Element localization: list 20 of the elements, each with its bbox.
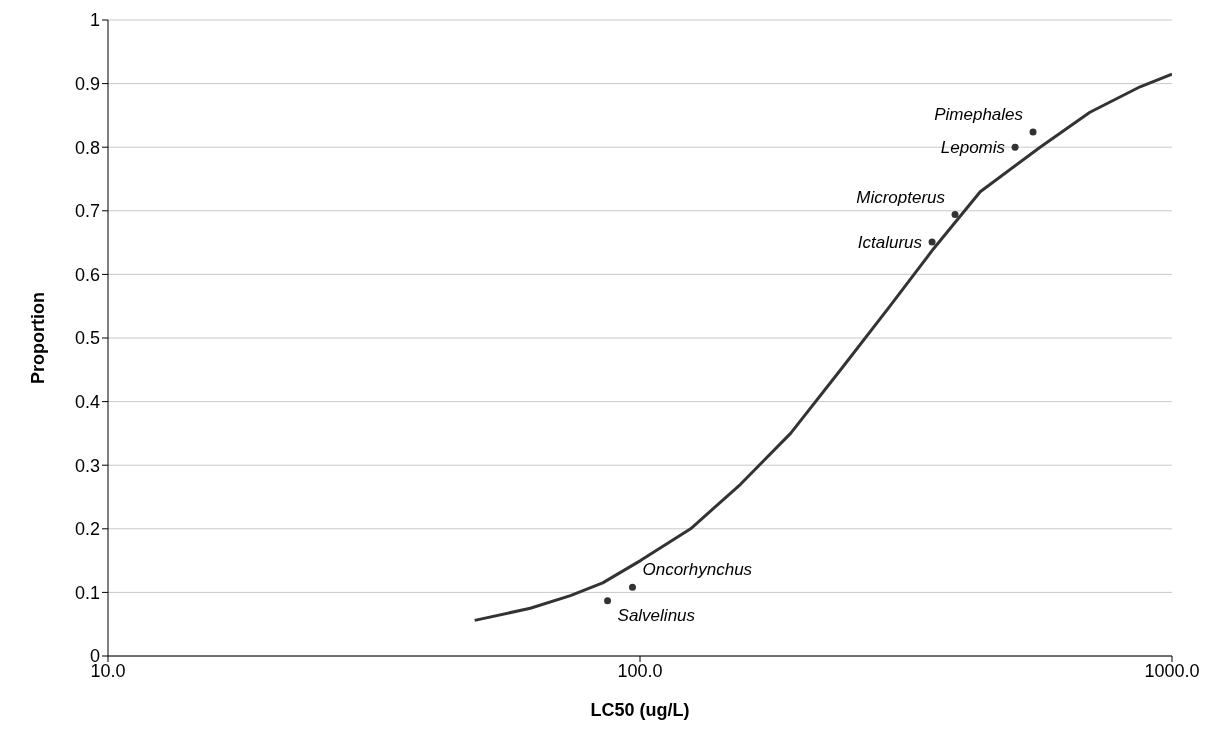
annotation: Lepomis [940,138,1006,158]
y-tick-label: 0.3 [74,455,100,476]
annotation: Pimephales [934,104,1024,124]
y-tick-label: 0.7 [74,201,100,222]
annotation: Ictalurus [857,232,923,252]
y-tick-label: 0.2 [74,519,100,540]
annotation: Micropterus [856,187,946,207]
annotation: Salvelinus [617,605,696,625]
y-axis-title: Proportion [28,292,49,384]
x-axis-title: LC50 (ug/L) [590,700,690,720]
y-tick-label: 0.9 [74,73,100,94]
annotation: Oncorhynchus [642,560,753,580]
x-tick-label: 1000.0 [1144,660,1200,681]
y-tick-label: 0.5 [74,328,100,349]
y-tick-label: 0.4 [74,391,100,412]
y-tick-label: 1 [89,10,100,31]
y-tick-label: 0.1 [74,582,100,603]
y-tick-label: 0.8 [74,137,100,158]
y-tick-label: 0.6 [74,264,100,285]
x-tick-label: 100.0 [617,660,663,681]
